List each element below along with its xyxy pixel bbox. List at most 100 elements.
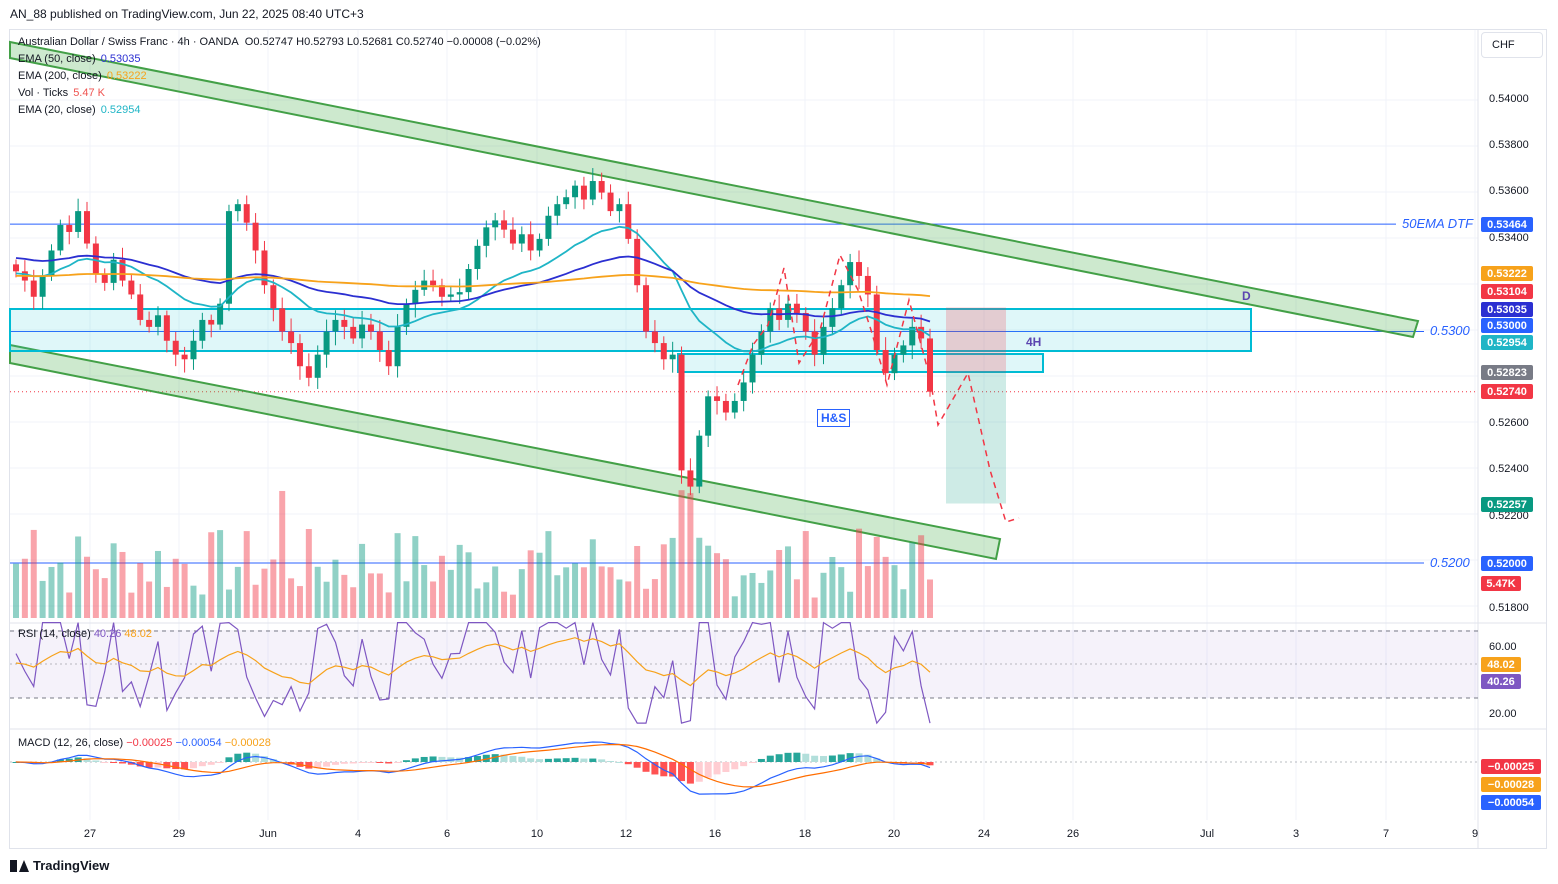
- candle-body: [625, 204, 632, 239]
- candle-body: [447, 294, 454, 297]
- macd-histogram-bar: [216, 762, 224, 763]
- candle-body: [128, 280, 135, 295]
- candle-body: [252, 222, 259, 251]
- candle-body: [217, 303, 224, 325]
- candle-body: [279, 308, 286, 332]
- macd-histogram-bar: [518, 756, 526, 762]
- candle-body: [856, 262, 863, 276]
- macd-histogram-bar: [118, 762, 126, 764]
- volume-bar: [492, 566, 499, 618]
- volume-bar: [101, 578, 108, 618]
- candle-body: [527, 234, 534, 251]
- candle-body: [261, 250, 268, 286]
- volume-bar: [785, 546, 792, 618]
- volume-bar: [323, 581, 330, 618]
- volume-bar: [359, 543, 366, 618]
- volume-bar: [873, 536, 880, 618]
- volume-bar: [447, 569, 454, 618]
- legend-symbol: Australian Dollar / Swiss Franc · 4h · O…: [18, 36, 541, 48]
- price-tag-last: 0.52740: [1481, 384, 1533, 399]
- candle-body: [669, 354, 676, 360]
- time-axis-label: 26: [1066, 828, 1080, 840]
- time-axis-label: 9: [1471, 828, 1479, 840]
- candle-body: [651, 331, 658, 344]
- volume-bar: [483, 582, 490, 618]
- candle-body: [678, 354, 685, 471]
- volume-bar: [217, 530, 224, 618]
- volume-bar: [900, 589, 907, 618]
- ema50-line: [15, 254, 931, 323]
- macd-histogram-bar: [402, 760, 410, 762]
- candle-body: [394, 326, 401, 367]
- candle-body: [563, 197, 570, 205]
- legend-ema20: EMA (20, close) 0.52954: [18, 104, 141, 116]
- volume-bar: [288, 578, 295, 618]
- volume-bar: [172, 558, 179, 618]
- volume-bar: [714, 553, 721, 618]
- candle-body: [163, 315, 170, 341]
- time-axis-label: 20: [887, 828, 901, 840]
- candle-body: [13, 264, 19, 272]
- macd-histogram-bar: [660, 762, 668, 777]
- macd-histogram-bar: [110, 762, 118, 763]
- macd-histogram-bar: [828, 755, 836, 762]
- macd-histogram-bar: [482, 754, 490, 762]
- candle-body: [172, 340, 179, 355]
- volume-bar: [793, 579, 800, 618]
- candle-body: [891, 354, 898, 374]
- candle-body: [900, 345, 907, 355]
- macd-histogram-bar: [908, 762, 916, 763]
- candle-body: [465, 268, 472, 293]
- currency-button[interactable]: CHF: [1481, 32, 1543, 58]
- volume-bar: [261, 568, 268, 618]
- macd-histogram-bar: [252, 753, 260, 762]
- price-tag-ema20: 0.52954: [1481, 335, 1533, 350]
- price-axis-label: 0.53800: [1489, 139, 1529, 151]
- volume-bar: [651, 579, 658, 618]
- chart-frame: [9, 29, 1547, 849]
- candle-body: [687, 470, 694, 487]
- candle-body: [607, 192, 614, 212]
- volume-bar: [820, 572, 827, 618]
- volume-bar: [128, 592, 135, 618]
- tradingview-logo[interactable]: TradingView: [10, 858, 109, 873]
- hs-pattern-label: H&S: [817, 409, 851, 427]
- candle-body: [154, 315, 161, 327]
- macd-histogram-bar: [651, 762, 659, 775]
- volume-bar: [350, 587, 357, 618]
- macd-histogram-bar: [686, 762, 694, 784]
- macd-histogram-bar: [198, 762, 206, 767]
- candle-body: [350, 326, 357, 339]
- volume-bar: [838, 567, 845, 618]
- volume-bar: [669, 537, 676, 618]
- price-tag-volume: 5.47K: [1481, 576, 1521, 591]
- ema20-line: [15, 225, 931, 353]
- legend-volume: Vol · Ticks 5.47 K: [18, 87, 105, 99]
- macd-histogram-bar: [607, 761, 615, 763]
- level-5300-label: 0.5300: [1430, 323, 1470, 338]
- macd-histogram-bar: [154, 762, 162, 768]
- candle-body: [243, 204, 250, 223]
- candle-body: [225, 211, 232, 304]
- macd-histogram-bar: [820, 755, 828, 762]
- macd-legend: MACD (12, 26, close) −0.00025 −0.00054 −…: [18, 737, 271, 749]
- candle-body: [341, 319, 348, 327]
- price-axis-label: 0.54000: [1489, 93, 1529, 105]
- candle-body: [83, 211, 90, 244]
- volume-bar: [465, 552, 472, 618]
- macd-tag-signal: −0.00028: [1481, 777, 1541, 792]
- candle-body: [793, 303, 800, 313]
- volume-bar: [403, 581, 410, 618]
- candle-body: [714, 396, 721, 401]
- candle-body: [367, 324, 374, 332]
- candle-body: [39, 275, 46, 297]
- volume-bar: [545, 531, 552, 618]
- price-tag-target: 0.52257: [1481, 497, 1533, 512]
- rsi-tag-value: 40.26: [1481, 674, 1521, 689]
- candle-body: [696, 435, 703, 487]
- volume-bar: [412, 536, 419, 618]
- support-zones: [9, 307, 1252, 504]
- macd-histogram-bar: [536, 759, 544, 762]
- price-axis-label: 0.52400: [1489, 463, 1529, 475]
